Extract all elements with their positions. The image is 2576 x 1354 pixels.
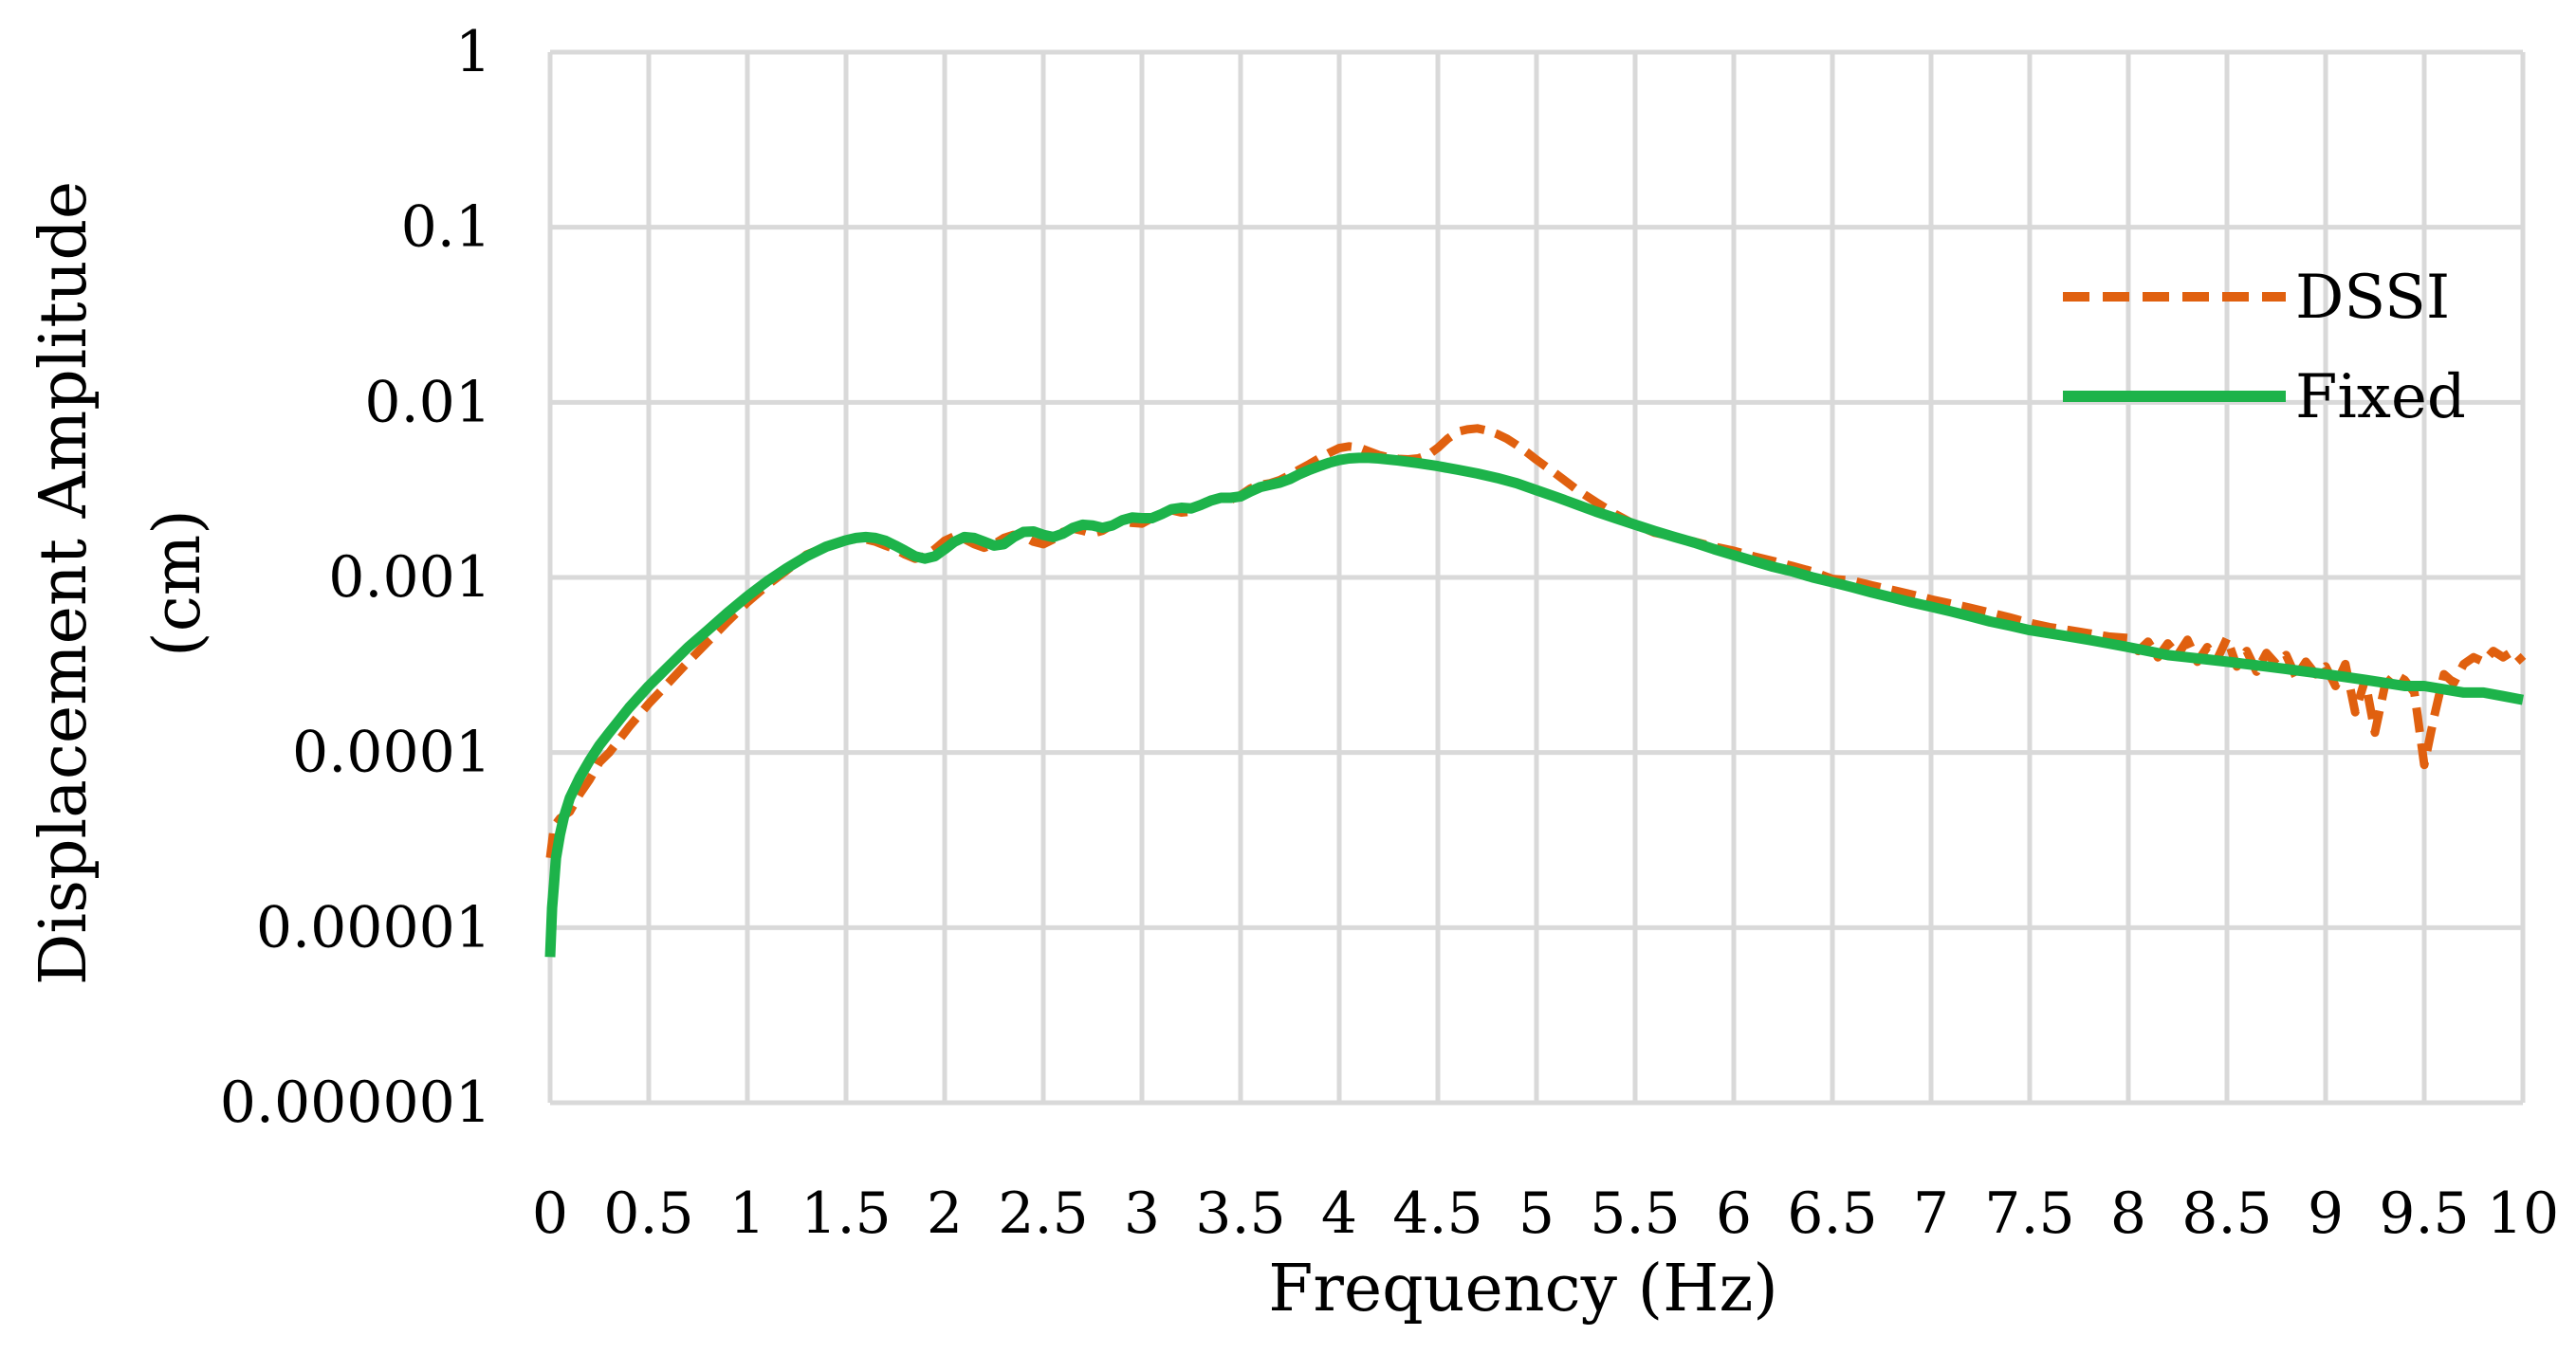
- x-tick-label: 4.5: [1392, 1180, 1482, 1247]
- y-axis-title-line-2: (cm): [140, 509, 215, 657]
- x-tick-label: 4: [1321, 1180, 1357, 1247]
- legend: DSSI Fixed: [2063, 263, 2466, 432]
- x-tick-label: 2: [927, 1180, 963, 1247]
- x-tick-label: 7: [1913, 1180, 1949, 1247]
- legend-item-dssi: DSSI: [2063, 263, 2450, 333]
- y-tick-label: 0.001: [328, 544, 491, 611]
- y-axis-title-line-1: Displacement Amplitude: [27, 181, 101, 985]
- legend-label-dssi: DSSI: [2295, 263, 2450, 333]
- y-tick-label: 0.00001: [256, 894, 491, 961]
- x-tick-label: 3.5: [1195, 1180, 1285, 1247]
- x-tick-label: 0: [532, 1180, 568, 1247]
- x-tick-label: 7.5: [1984, 1180, 2074, 1247]
- x-tick-label: 1.5: [800, 1180, 891, 1247]
- y-tick-label: 0.01: [364, 369, 491, 435]
- y-tick-label: 0.1: [401, 194, 491, 261]
- plot-grid: [547, 49, 2526, 1106]
- x-tick-label: 5: [1518, 1180, 1555, 1247]
- y-tick-labels: 1 0.1 0.01 0.001 0.0001 0.00001 0.000001: [220, 19, 491, 1136]
- plot-series: [544, 424, 2527, 958]
- series-line-fixed: [544, 452, 2525, 958]
- legend-item-fixed: Fixed: [2063, 362, 2466, 432]
- x-tick-label: 8: [2110, 1180, 2146, 1247]
- y-axis-title: Displacement Amplitude: [27, 181, 101, 985]
- x-axis-title: Frequency (Hz): [1268, 1252, 1778, 1327]
- y-tick-label: 0.000001: [220, 1070, 491, 1136]
- x-tick-label: 6: [1716, 1180, 1752, 1247]
- x-tick-label: 8.5: [2181, 1180, 2272, 1247]
- x-tick-label: 1: [729, 1180, 765, 1247]
- y-axis-title-2: (cm): [140, 509, 215, 657]
- x-tick-label: 9.5: [2379, 1180, 2469, 1247]
- x-tick-labels: 0 0.5 1 1.5 2 2.5 3 3.5 4 4.5 5 5.5 6 6.5 7 7.5 8 8.5 9 9.5…: [532, 1180, 2559, 1247]
- legend-label-fixed: Fixed: [2295, 362, 2466, 432]
- y-tick-label: 1: [455, 19, 491, 85]
- x-tick-label: 9: [2308, 1180, 2344, 1247]
- x-tick-label: 0.5: [603, 1180, 693, 1247]
- y-tick-label: 0.0001: [292, 720, 491, 786]
- x-tick-label: 5.5: [1590, 1180, 1680, 1247]
- x-tick-label: 10: [2487, 1180, 2559, 1247]
- x-tick-label: 3: [1124, 1180, 1160, 1247]
- x-tick-label: 6.5: [1787, 1180, 1877, 1247]
- x-tick-label: 2.5: [998, 1180, 1088, 1247]
